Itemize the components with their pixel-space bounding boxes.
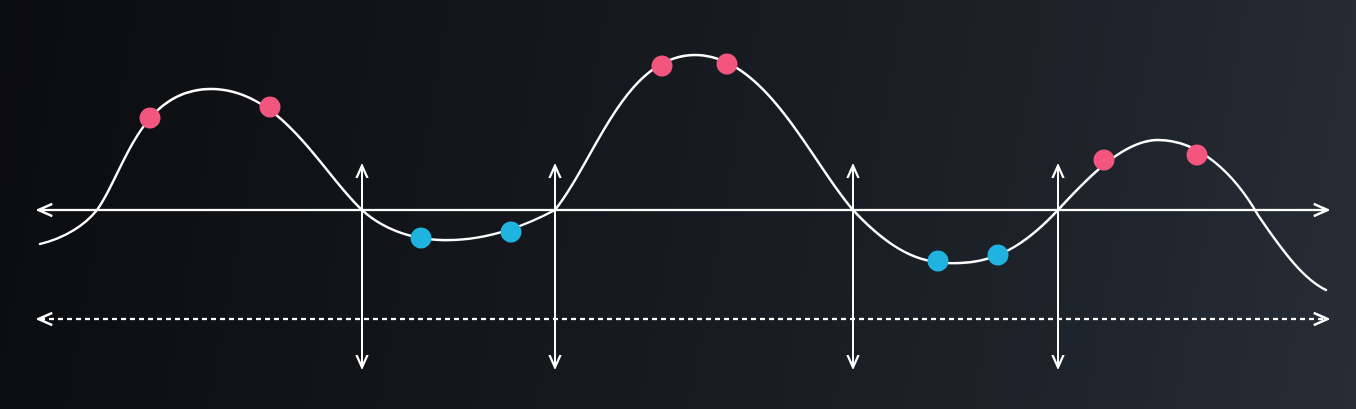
positive-point [716, 53, 738, 75]
positive-point [259, 96, 281, 118]
negative-point [987, 244, 1009, 266]
positive-point [651, 55, 673, 77]
positive-point [139, 107, 161, 129]
negative-point [500, 221, 522, 243]
positive-point [1093, 149, 1115, 171]
wave-curve [38, 53, 1328, 292]
negative-point [410, 227, 432, 249]
negative-point [927, 250, 949, 272]
positive-point [1186, 144, 1208, 166]
